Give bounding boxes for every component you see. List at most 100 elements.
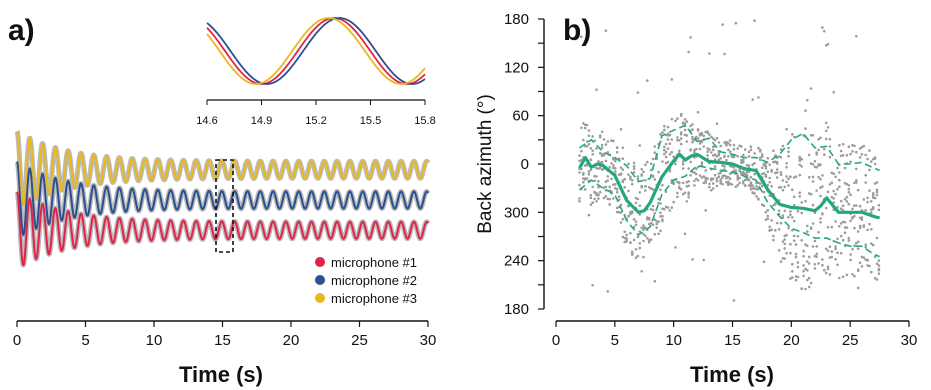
scatter-point (791, 262, 794, 266)
scatter-point (666, 147, 670, 150)
scatter-point (791, 216, 794, 219)
scatter-point (663, 124, 666, 128)
panel-b-label: b) (563, 14, 591, 47)
scatter-point (830, 195, 834, 199)
scatter-point (638, 246, 642, 250)
scatter-point (873, 196, 877, 200)
scatter-point (668, 169, 672, 173)
scatter-point (864, 209, 867, 212)
scatter-point (691, 128, 694, 131)
scatter-point (649, 162, 653, 166)
scatter-point (689, 149, 692, 152)
scatter-point (696, 110, 700, 114)
scatter-point (657, 220, 660, 223)
scatter-point (713, 158, 717, 161)
scatter-point (775, 171, 779, 174)
scatter-point (759, 182, 762, 185)
scatter-point (595, 192, 598, 195)
scatter-point (798, 159, 802, 162)
scatter-point (706, 150, 709, 153)
scatter-point (855, 181, 858, 184)
scatter-point (866, 228, 869, 232)
scatter-point (843, 231, 847, 234)
scatter-point (632, 167, 636, 170)
scatter-point (802, 264, 805, 267)
scatter-point (762, 172, 766, 175)
scatter-point (670, 206, 674, 209)
scatter-point (646, 237, 649, 240)
scatter-point (608, 203, 611, 206)
scatter-point (653, 151, 657, 154)
scatter-point (768, 225, 771, 229)
scatter-point (811, 245, 815, 248)
scatter-point (798, 191, 802, 194)
scatter-point (868, 149, 871, 152)
scatter-point (612, 164, 615, 167)
panel-b-median-line (578, 152, 881, 220)
scatter-point (604, 194, 608, 198)
scatter-point (849, 258, 852, 262)
scatter-point (764, 210, 768, 214)
scatter-point (621, 146, 625, 150)
scatter-point (821, 185, 824, 188)
scatter-point (847, 145, 851, 148)
scatter-point (734, 169, 738, 172)
scatter-point (764, 165, 768, 168)
scatter-point (800, 239, 803, 242)
scatter-point (757, 96, 760, 99)
scatter-point (646, 160, 649, 164)
scatter-point (600, 143, 604, 147)
scatter-point (826, 43, 830, 46)
scatter-point (672, 200, 675, 204)
scatter-point (768, 176, 771, 180)
scatter-point (749, 145, 753, 148)
scatter-point (762, 204, 766, 207)
scatter-point (679, 112, 683, 116)
scatter-point (728, 143, 732, 147)
scatter-point (807, 255, 811, 259)
scatter-point (855, 241, 858, 245)
scatter-point (670, 150, 674, 154)
scatter-point (587, 143, 591, 146)
scatter-point (834, 220, 837, 223)
scatter-point (591, 149, 594, 153)
scatter-point (864, 181, 867, 184)
scatter-point (783, 257, 786, 260)
scatter-point (843, 166, 847, 170)
scatter-point (862, 256, 866, 259)
scatter-point (866, 258, 869, 262)
scatter-point (785, 175, 788, 178)
scatter-point (608, 185, 611, 189)
panel-a-series-lines (16, 130, 429, 267)
scatter-point (627, 189, 630, 193)
scatter-point (632, 218, 636, 221)
scatter-point (668, 133, 672, 137)
scatter-point (728, 177, 732, 181)
scatter-point (798, 163, 802, 167)
inset-line-microphone-2 (206, 17, 426, 85)
scatter-point (664, 155, 668, 159)
scatter-point (595, 147, 598, 150)
scatter-point (663, 207, 666, 211)
scatter-point (871, 192, 875, 195)
scatter-point (738, 181, 741, 185)
scatter-point (764, 175, 768, 178)
panel-b-x-ticks: 0 5 10 15 20 25 30 (552, 321, 917, 349)
scatter-point (777, 228, 781, 231)
scatter-point (629, 175, 632, 179)
panel-b-y-ticks: 180 240 300 0 60 120 180 (504, 11, 544, 318)
scatter-point (849, 219, 852, 223)
scatter-point (875, 278, 879, 281)
scatter-point (734, 21, 738, 25)
scatter-point (651, 157, 655, 161)
scatter-point (727, 175, 730, 179)
scatter-point (659, 133, 662, 136)
scatter-point (691, 123, 694, 126)
scatter-point (585, 177, 589, 180)
scatter-point (719, 180, 722, 183)
scatter-point (747, 170, 751, 174)
scatter-point (642, 232, 645, 236)
scatter-point (811, 175, 815, 179)
scatter-point (732, 166, 736, 169)
scatter-point (627, 214, 630, 218)
